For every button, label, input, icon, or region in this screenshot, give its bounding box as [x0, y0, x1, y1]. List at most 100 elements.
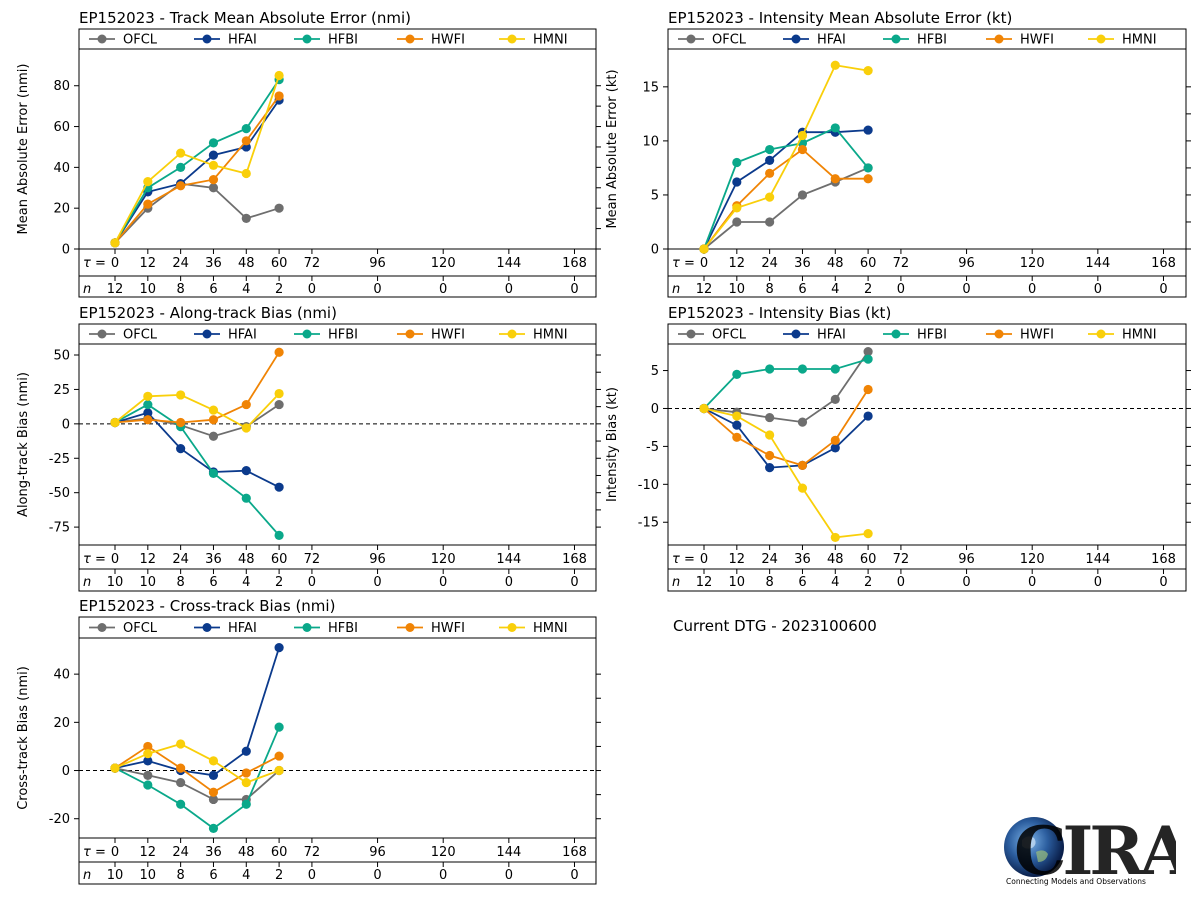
series-hfai	[110, 408, 284, 492]
n-count-label: 8	[176, 282, 184, 297]
legend-marker-hwfi	[994, 34, 1004, 44]
legend-label-hmni: HMNI	[1122, 33, 1157, 48]
legend-label-hfbi: HFBI	[328, 328, 358, 343]
y-tick-label: 0	[651, 243, 659, 258]
data-point-hwfi	[176, 417, 186, 428]
tau-tick-label: 168	[562, 845, 587, 860]
data-point-hfai	[274, 482, 284, 492]
n-count-label: 10	[140, 282, 157, 297]
data-point-hwfi	[274, 751, 284, 761]
data-point-hmni	[765, 192, 775, 202]
legend-marker-hmni	[507, 34, 517, 44]
tau-tick-label: 60	[271, 845, 288, 860]
n-count-label: 6	[209, 868, 217, 883]
legend-label-hwfi: HWFI	[1020, 33, 1054, 48]
y-axis-label: Mean Absolute Error (nmi)	[16, 64, 31, 235]
y-axis-label: Mean Absolute Error (kt)	[605, 69, 620, 228]
n-count-label: 0	[962, 575, 970, 590]
data-point-ofcl	[830, 394, 840, 404]
chart-frame	[78, 323, 597, 592]
tau-tick-label: 60	[271, 256, 288, 271]
data-point-hwfi	[143, 741, 153, 752]
y-tick-label: -20	[49, 812, 70, 827]
n-count-label: 0	[897, 575, 905, 590]
n-count-label: 0	[570, 282, 578, 297]
data-point-hmni	[797, 130, 808, 141]
data-point-hwfi	[830, 435, 840, 445]
data-point-hfbi	[274, 530, 284, 540]
data-point-hfai	[732, 177, 742, 187]
data-point-hmni	[732, 203, 742, 213]
tau-tick-label: 0	[111, 256, 119, 271]
data-point-hwfi	[765, 450, 775, 461]
legend-label-hmni: HMNI	[1122, 328, 1157, 343]
data-point-hmni	[176, 390, 186, 400]
data-point-hwfi	[241, 399, 251, 410]
y-tick-label: 20	[53, 202, 70, 217]
series-hwfi	[110, 91, 284, 248]
series-line-hfbi	[703, 126, 869, 250]
tau-label: τ =	[83, 845, 106, 860]
data-point-hwfi	[274, 91, 284, 101]
series-line-hwfi	[114, 351, 280, 424]
data-point-ofcl	[208, 183, 219, 193]
data-point-hmni	[863, 66, 873, 76]
y-tick-label: -50	[49, 486, 70, 501]
data-point-hwfi	[208, 175, 219, 185]
data-point-ofcl	[797, 417, 808, 427]
n-count-label: 10	[729, 575, 746, 590]
series-ofcl	[110, 763, 284, 805]
n-count-label: 0	[1159, 282, 1167, 297]
n-label: n	[83, 282, 91, 297]
chart-cross-track-bias: EP152023 - Cross-track Bias (nmi) OFCL HFA…	[16, 597, 601, 885]
tau-tick-label: 48	[827, 256, 844, 271]
y-tick-label: -15	[638, 516, 659, 531]
n-count-label: 4	[242, 575, 250, 590]
data-point-hfbi	[765, 144, 775, 155]
data-point-hwfi	[208, 415, 219, 425]
n-count-label: 10	[729, 282, 746, 297]
legend-marker-hfai	[202, 623, 212, 632]
series-hfai	[699, 125, 873, 254]
data-point-hfai	[176, 444, 186, 454]
data-point-hwfi	[143, 199, 153, 209]
data-point-hfbi	[830, 123, 840, 133]
tau-tick-label: 144	[496, 256, 521, 271]
n-label: n	[672, 282, 680, 297]
tau-tick-label: 144	[1085, 256, 1110, 271]
data-point-hwfi	[797, 144, 808, 155]
n-count-label: 0	[308, 282, 316, 297]
n-label: n	[83, 575, 91, 590]
tau-tick-label: 12	[140, 845, 157, 860]
n-count-label: 2	[275, 575, 283, 590]
series-line-hmni	[703, 407, 869, 539]
data-point-hmni	[241, 423, 251, 433]
legend-label-ofcl: OFCL	[712, 328, 747, 343]
tau-label: τ =	[672, 552, 695, 567]
data-point-ofcl	[765, 412, 775, 423]
data-point-hfai	[732, 420, 742, 430]
y-tick-label: 0	[62, 417, 70, 432]
legend-marker-hfbi	[891, 34, 901, 44]
legend-label-hfbi: HFBI	[328, 33, 358, 48]
legend-marker-hwfi	[994, 329, 1004, 339]
series-line-ofcl	[703, 351, 869, 424]
data-point-hfbi	[176, 162, 186, 172]
series-line-hfai	[114, 411, 280, 489]
legend-label-hwfi: HWFI	[431, 621, 465, 636]
series-hmni	[699, 60, 873, 254]
legend-label-ofcl: OFCL	[123, 328, 158, 343]
n-count-label: 10	[107, 868, 124, 883]
series-line-hfai	[114, 647, 280, 777]
data-point-hfai	[765, 463, 775, 473]
y-tick-label: 5	[651, 188, 659, 203]
data-point-ofcl	[208, 794, 219, 805]
data-point-hmni	[110, 763, 120, 773]
data-point-hfai	[208, 770, 219, 780]
data-point-hfbi	[797, 364, 808, 374]
tau-tick-label: 24	[761, 256, 778, 271]
data-point-hmni	[208, 160, 219, 170]
n-label: n	[83, 868, 91, 883]
data-point-hmni	[765, 430, 775, 440]
n-count-label: 0	[505, 868, 513, 883]
